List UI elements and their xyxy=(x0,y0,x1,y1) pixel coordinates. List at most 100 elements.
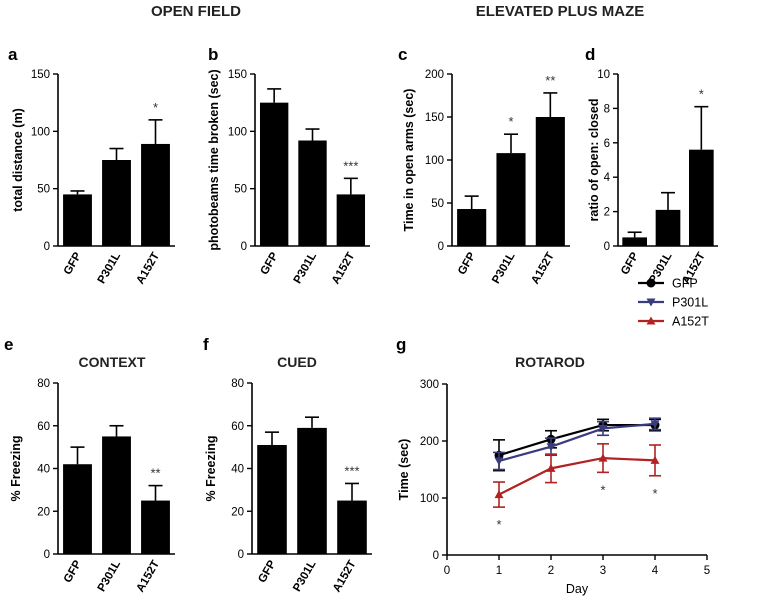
y-tick-label-g-1: 100 xyxy=(420,493,439,505)
header-elevated-plus-maze: ELEVATED PLUS MAZE xyxy=(476,3,645,20)
category-label-c-GFP: GFP xyxy=(456,250,478,277)
bar-a-P301L xyxy=(102,160,131,246)
series-P301L xyxy=(493,417,661,471)
bar-b-A152T xyxy=(336,194,366,246)
y-tick-label-e-0: 0 xyxy=(44,549,50,561)
category-label-b-GFP: GFP xyxy=(259,250,281,277)
x-tick-label-g-1: 1 xyxy=(496,565,502,577)
y-tick-label-f-2: 40 xyxy=(231,464,244,476)
y-tick-label-a-0: 0 xyxy=(44,241,50,253)
category-label-b-P301L: P301L xyxy=(292,251,319,286)
category-label-f-A152T: A152T xyxy=(331,559,359,595)
series-A152T xyxy=(493,443,661,508)
y-tick-label-b-0: 0 xyxy=(241,241,247,253)
bar-c-GFP xyxy=(457,209,487,246)
category-label-f-GFP: GFP xyxy=(256,558,278,585)
legend-marker-P301L xyxy=(646,298,656,307)
y-axis-label-a: total distance (m) xyxy=(11,108,25,212)
point-P301L-day2 xyxy=(546,443,556,452)
y-tick-label-c-3: 150 xyxy=(425,112,444,124)
header-open-field: OPEN FIELD xyxy=(151,3,241,20)
category-label-a-P301L: P301L xyxy=(96,251,123,286)
bar-f-A152T xyxy=(337,500,367,554)
y-tick-label-b-2: 100 xyxy=(228,126,247,138)
y-tick-label-b-1: 50 xyxy=(234,184,247,196)
point-A152T-day4 xyxy=(650,455,660,464)
y-tick-label-f-0: 0 xyxy=(238,549,244,561)
significance-c-P301L: * xyxy=(508,114,513,129)
bar-a-GFP xyxy=(63,194,92,246)
chart-f: f CUED 0 20 40 60 80 % Freezing GFP P301L *** A152T xyxy=(203,335,372,594)
y-tick-label-a-3: 150 xyxy=(31,69,50,81)
y-tick-label-d-3: 6 xyxy=(604,138,610,150)
y-tick-label-f-3: 60 xyxy=(231,421,244,433)
point-P301L-day3 xyxy=(598,424,608,433)
significance-c-A152T: ** xyxy=(545,73,555,88)
y-tick-label-c-2: 100 xyxy=(425,155,444,167)
category-label-e-A152T: A152T xyxy=(134,559,162,595)
y-tick-label-b-3: 150 xyxy=(228,69,247,81)
y-tick-label-g-0: 0 xyxy=(433,550,439,562)
category-label-c-A152T: A152T xyxy=(529,251,557,287)
category-label-b-A152T: A152T xyxy=(330,251,358,287)
category-label-f-P301L: P301L xyxy=(291,559,318,594)
significance-a-A152T: * xyxy=(153,100,158,115)
chart-g: g ROTAROD 0 100 200 300 0 1 2 3 4 5 Day Time (sec) * * *… xyxy=(396,277,710,597)
bar-f-P301L xyxy=(297,427,327,554)
chart-title-g: ROTAROD xyxy=(515,354,585,370)
point-A152T-day3 xyxy=(598,453,608,462)
significance-f-A152T: *** xyxy=(344,463,359,478)
significance-g-day4: * xyxy=(652,486,657,501)
y-tick-label-c-1: 50 xyxy=(431,198,444,210)
y-tick-label-a-2: 100 xyxy=(31,126,50,138)
bar-e-A152T xyxy=(141,500,170,554)
y-axis-label-e: % Freezing xyxy=(9,436,23,502)
legend-label-GFP: GFP xyxy=(672,277,698,291)
y-axis-label-d: ratio of open: closed xyxy=(587,99,601,222)
y-tick-label-e-1: 20 xyxy=(37,506,50,518)
y-axis-label-c: Time in open arms (sec) xyxy=(402,89,416,232)
y-tick-label-g-3: 300 xyxy=(420,379,439,391)
y-axis-label-b: photobeams time broken (sec) xyxy=(207,69,221,250)
y-tick-label-e-3: 60 xyxy=(37,421,50,433)
significance-b-A152T: *** xyxy=(343,158,358,173)
category-label-d-GFP: GFP xyxy=(619,250,641,277)
bar-d-A152T xyxy=(689,149,714,246)
y-tick-label-e-4: 80 xyxy=(37,378,50,390)
bar-a-A152T xyxy=(141,143,170,246)
significance-d-A152T: * xyxy=(699,87,704,102)
y-tick-label-a-1: 50 xyxy=(37,184,50,196)
panel-label-b: b xyxy=(208,45,218,64)
y-tick-label-d-4: 8 xyxy=(604,103,610,115)
point-P301L-day4 xyxy=(650,420,660,429)
series-line-A152T xyxy=(498,456,656,496)
legend-marker-GFP xyxy=(646,278,656,288)
chart-b: b 0 50 100 150 photobeams time broken (sec) GF… xyxy=(207,45,370,286)
chart-c: c 0 50 100 150 200 Time in open arms (sec) GFP *… xyxy=(398,45,570,286)
bar-c-P301L xyxy=(496,153,526,246)
y-tick-label-f-1: 20 xyxy=(231,506,244,518)
bar-b-P301L xyxy=(298,140,327,246)
y-axis-label-f: % Freezing xyxy=(204,436,218,502)
category-label-c-P301L: P301L xyxy=(490,251,517,286)
point-A152T-day2 xyxy=(546,463,556,472)
legend-marker-A152T xyxy=(646,316,656,325)
y-axis-label-g: Time (sec) xyxy=(397,439,411,501)
bar-d-GFP xyxy=(622,237,647,246)
category-label-e-GFP: GFP xyxy=(62,558,84,585)
bar-d-P301L xyxy=(655,209,681,246)
point-P301L-day1 xyxy=(494,457,504,466)
panel-label-d: d xyxy=(585,45,595,64)
y-tick-label-c-0: 0 xyxy=(438,241,444,253)
category-label-a-GFP: GFP xyxy=(62,250,84,277)
bar-e-GFP xyxy=(63,464,92,554)
y-tick-label-g-2: 200 xyxy=(420,436,439,448)
panel-label-g: g xyxy=(396,335,406,354)
point-A152T-day1 xyxy=(494,490,504,499)
series-line-P301L xyxy=(498,422,656,463)
category-label-a-A152T: A152T xyxy=(134,251,162,287)
bar-b-GFP xyxy=(259,102,289,247)
y-tick-label-f-4: 80 xyxy=(231,378,244,390)
